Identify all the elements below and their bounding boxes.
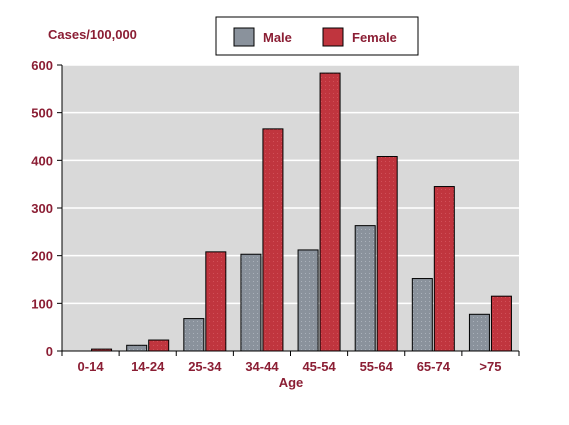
legend-label-male: Male (263, 30, 292, 45)
bar-male (411, 278, 433, 352)
bar-male (240, 253, 262, 352)
bar-female (148, 339, 170, 352)
y-tick-label: 300 (31, 201, 53, 216)
x-tick-label: 45-54 (302, 359, 336, 374)
x-tick-label: 55-64 (360, 359, 394, 374)
bar-male (354, 225, 376, 352)
x-tick-label: >75 (479, 359, 501, 374)
x-axis-title: Age (279, 375, 304, 390)
y-tick-label: 100 (31, 296, 53, 311)
x-tick-label: 0-14 (78, 359, 105, 374)
y-axis-title: Cases/100,000 (48, 27, 137, 42)
bar-female (433, 186, 455, 352)
y-tick-label: 500 (31, 106, 53, 121)
bar-male (126, 344, 148, 352)
bar-female (376, 156, 398, 352)
legend-label-female: Female (352, 30, 397, 45)
x-tick-label: 34-44 (245, 359, 279, 374)
x-tick-label: 14-24 (131, 359, 165, 374)
y-tick-label: 200 (31, 249, 53, 264)
axes-group: 0 100 200 300 400 500 600 0-14 14-24 25-34 34-44 45… (31, 58, 520, 374)
bar-female (205, 251, 227, 352)
legend-swatch-male (233, 27, 255, 47)
bar-male (468, 313, 490, 352)
legend-swatch-female (322, 27, 344, 47)
x-tick-label: 65-74 (417, 359, 451, 374)
legend: Male Female (215, 16, 419, 56)
x-tick-label: 25-34 (188, 359, 222, 374)
bar-female (490, 295, 512, 352)
bar-female (319, 72, 341, 352)
y-tick-label: 600 (31, 58, 53, 73)
bar-male (297, 249, 319, 352)
bar-female (262, 128, 284, 352)
y-tick-label: 0 (46, 344, 53, 359)
bar-male (183, 318, 205, 352)
y-tick-label: 400 (31, 153, 53, 168)
